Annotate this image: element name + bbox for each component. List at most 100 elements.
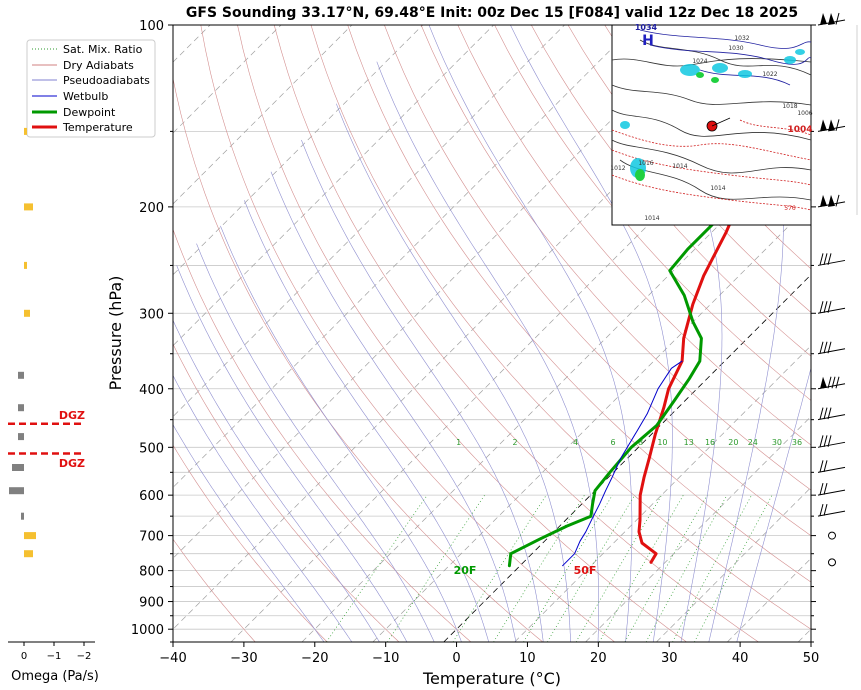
omega-bar [9, 487, 24, 495]
pseudoadiabat [244, 200, 489, 642]
pseudoadiabat [336, 103, 571, 642]
surface-dewpoint-label: 20F [454, 564, 477, 577]
pseudoadiabat [196, 243, 435, 642]
omega-bar [24, 127, 27, 135]
omega-bar [12, 464, 24, 471]
mixing-ratio-line [452, 495, 547, 642]
pseudoadiabat [376, 61, 599, 642]
map-label: 1006 [797, 110, 812, 117]
omega-bar [24, 261, 27, 269]
y-tick-label: 100 [139, 19, 164, 34]
barb-feather [819, 504, 824, 516]
mixing-ratio-line [493, 495, 585, 642]
x-tick-label: −30 [230, 651, 257, 666]
barb-feather [819, 435, 824, 447]
y-tick-label: 300 [139, 307, 164, 322]
barb-feather [819, 301, 824, 313]
mixing-ratio-label: 20 [728, 438, 738, 447]
omega-tick-label: −2 [77, 651, 92, 662]
wind-barb [817, 460, 846, 473]
barb-feather [835, 12, 840, 25]
barb-feather [835, 376, 840, 389]
barb-feather [819, 341, 824, 354]
dry-adiabat [457, 25, 811, 446]
pseudoadiabat [173, 424, 325, 642]
grid-layer: 1 2 4 6 8 10 13 16 20 24 30 36 [173, 25, 811, 642]
barb-staff [817, 510, 846, 517]
map-label: 1032 [734, 35, 749, 42]
map-label: 1024 [692, 58, 707, 65]
dry-adiabat [173, 444, 328, 642]
x-axis-label: Temperature (°C) [422, 669, 561, 688]
dry-adiabat [173, 228, 472, 642]
calm-circle [828, 558, 836, 567]
map-contour [611, 84, 812, 106]
y-tick-label: 1000 [131, 623, 164, 638]
barb-feather [835, 119, 840, 132]
omega-tick-label: −1 [47, 651, 62, 662]
legend-label-mix: Sat. Mix. Ratio [63, 43, 143, 56]
x-tick-label: 30 [661, 651, 678, 666]
wind-barb [817, 12, 846, 26]
barb-flag [828, 13, 835, 25]
barb-feather [823, 460, 828, 472]
map-label: 1014 [710, 185, 725, 192]
wind-barb [817, 253, 846, 266]
wind-barb [817, 341, 846, 355]
chart-title: GFS Sounding 33.17°N, 69.48°E Init: 00z … [186, 5, 798, 21]
barb-staff [817, 414, 846, 421]
pseudoadiabat [301, 139, 544, 642]
barb-feather [823, 407, 828, 420]
y-axis-label: Pressure (hPa) [106, 276, 125, 391]
map-isobar-blue [649, 44, 812, 65]
y-tick-label: 700 [139, 530, 164, 545]
pseudoadiabat [220, 225, 462, 642]
pseudoadiabat [708, 25, 784, 642]
barb-feather [819, 460, 824, 472]
isotherm [372, 203, 811, 642]
barb-feather [827, 301, 832, 313]
y-tick-label: 500 [139, 441, 164, 456]
map-label: 576 [784, 205, 796, 212]
map-label: 1014 [644, 215, 659, 222]
wind-barb [817, 407, 846, 421]
map-label: 1022 [762, 71, 777, 78]
y-tick-label: 800 [139, 565, 164, 580]
omega-bar [24, 203, 33, 211]
pseudoadiabat [173, 319, 380, 642]
map-label: 1012 [610, 165, 625, 172]
dry-adiabat [237, 25, 687, 642]
omega-tick-label: 0 [21, 651, 27, 662]
map-contour-red [611, 149, 812, 186]
legend-label-temperature: Temperature [62, 121, 133, 134]
mixing-ratio-label: 6 [610, 438, 615, 447]
barb-feather [819, 253, 824, 266]
x-tick-label: 40 [732, 651, 749, 666]
isotherm [656, 486, 811, 642]
wetbulb-profile [562, 360, 683, 567]
isotherm [230, 61, 811, 642]
x-tick-label: 50 [803, 651, 820, 666]
dgz-label-top: DGZ [59, 409, 85, 422]
barb-feather [827, 376, 832, 389]
dry-adiabat [420, 25, 811, 491]
x-tick-label: 20 [590, 651, 607, 666]
mixing-ratio-label: 13 [684, 438, 694, 447]
mixing-ratio-label: 8 [638, 438, 643, 447]
omega-bar [24, 309, 30, 317]
omega-bar [18, 371, 24, 379]
dry-adiabat [173, 77, 543, 642]
mixing-ratio-line [672, 495, 752, 642]
barb-feather [827, 435, 832, 447]
wind-barb [817, 301, 846, 314]
map-precip-blob [784, 56, 796, 64]
wind-barb [828, 531, 836, 540]
mixing-ratio-line [598, 495, 684, 642]
surface-temperature-label: 50F [574, 564, 597, 577]
barb-feather [827, 407, 832, 420]
y-tick-label: 400 [139, 383, 164, 398]
map-label: 1004 [787, 125, 812, 135]
isotherm [443, 274, 811, 642]
